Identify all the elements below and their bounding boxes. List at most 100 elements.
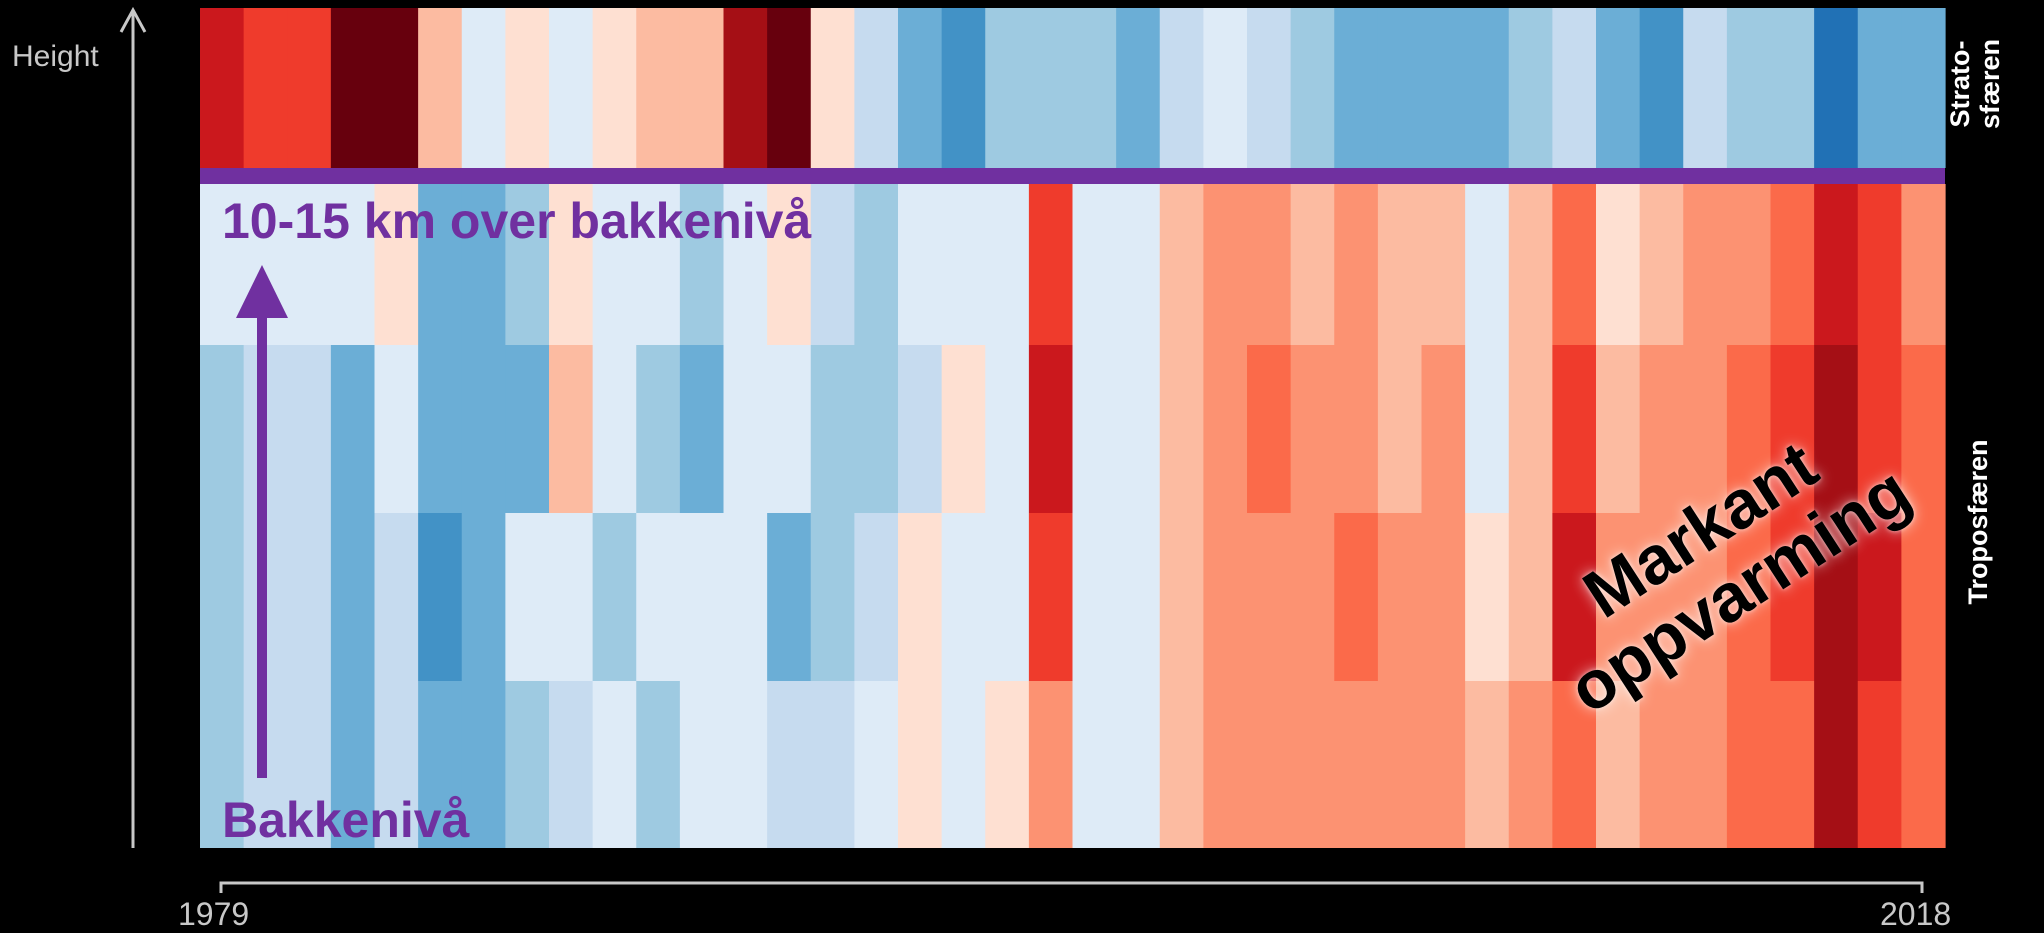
heatmap-cell-r2-c39 (1901, 345, 1946, 513)
heatmap-cell-r3-c2 (287, 513, 332, 681)
heatmap-cell-r2-c14 (810, 345, 855, 513)
heatmap-cell-r0-c39 (1901, 8, 1946, 168)
heatmap-cell-r2-c0 (200, 345, 245, 513)
heatmap-cells (200, 8, 1946, 848)
heatmap-cell-r2-c12 (723, 345, 768, 513)
heatmap-cell-r4-c32 (1596, 681, 1641, 848)
heatmap-cell-r1-c38 (1857, 184, 1902, 345)
heatmap-cell-r0-c0 (200, 8, 245, 168)
heatmap-cell-r3-c3 (330, 513, 376, 681)
heatmap-cell-r0-c24 (1247, 8, 1292, 168)
heatmap-cell-r2-c8 (549, 345, 594, 513)
heatmap-cell-r1-c2 (287, 184, 332, 345)
heatmap-cell-r2-c6 (461, 345, 506, 513)
tropopause-line (200, 168, 1945, 184)
heatmap-cell-r3-c22 (1159, 513, 1204, 681)
heatmap-cell-r2-c33 (1639, 345, 1684, 513)
heatmap-cell-r0-c17 (941, 8, 986, 168)
heatmap-cell-r4-c37 (1814, 681, 1859, 848)
heatmap-cell-r1-c12 (723, 184, 768, 345)
heatmap-cell-r3-c4 (374, 513, 419, 681)
heatmap-cell-r1-c0 (200, 184, 245, 345)
heatmap-cell-r4-c31 (1552, 681, 1597, 848)
heatmap-cell-r2-c35 (1726, 345, 1772, 513)
heatmap-cell-r1-c11 (679, 184, 725, 345)
heatmap-cell-r4-c24 (1247, 681, 1292, 848)
heatmap-cell-r2-c2 (287, 345, 332, 513)
heatmap-cell-r1-c35 (1726, 184, 1772, 345)
heatmap-cell-r2-c19 (1028, 345, 1074, 513)
heatmap-cell-r2-c30 (1508, 345, 1553, 513)
heatmap-cell-r1-c16 (898, 184, 943, 345)
heatmap-cell-r0-c29 (1465, 8, 1510, 168)
heatmap-cell-r0-c15 (854, 8, 899, 168)
heatmap-cell-r2-c17 (941, 345, 986, 513)
heatmap-cell-r3-c12 (723, 513, 768, 681)
heatmap-cell-r3-c36 (1770, 513, 1815, 681)
heatmap-cell-r2-c29 (1465, 345, 1510, 513)
heatmap-cell-r1-c10 (636, 184, 681, 345)
heatmap-cell-r2-c4 (374, 345, 419, 513)
end-year-label: 2018 (1880, 896, 1952, 932)
height-axis (119, 6, 147, 848)
heatmap-cell-r0-c25 (1290, 8, 1335, 168)
heatmap-cell-r2-c28 (1421, 345, 1466, 513)
heatmap-cell-r2-c23 (1203, 345, 1248, 513)
heatmap-cell-r1-c15 (854, 184, 899, 345)
height-axis-label: Height (12, 40, 99, 73)
heatmap-cell-r4-c25 (1290, 681, 1335, 848)
heatmap-cell-r0-c6 (461, 8, 506, 168)
ground-to-tropopause-arrow (236, 265, 288, 778)
heatmap-cell-r2-c26 (1334, 345, 1379, 513)
heatmap-cell-r2-c10 (636, 345, 681, 513)
heatmap-cell-r1-c29 (1465, 184, 1510, 345)
heatmap-cell-r4-c12 (723, 681, 768, 848)
heatmap-cell-r3-c19 (1028, 513, 1074, 681)
heatmap-cell-r1-c26 (1334, 184, 1379, 345)
heatmap-cell-r1-c3 (330, 184, 376, 345)
heatmap-cell-r1-c13 (767, 184, 812, 345)
heatmap-cell-r1-c17 (941, 184, 986, 345)
heatmap-cell-r2-c20 (1072, 345, 1117, 513)
heatmap-cell-r3-c11 (679, 513, 725, 681)
time-axis-bracket (219, 881, 1924, 893)
heatmap-cell-r0-c5 (418, 8, 463, 168)
heatmap-cell-r3-c38 (1857, 513, 1902, 681)
heatmap-cell-r3-c33 (1639, 513, 1684, 681)
heatmap-cell-r0-c38 (1857, 8, 1902, 168)
tropopause-level-label: 10-15 km over bakkenivå (222, 193, 812, 249)
heatmap-cell-r2-c5 (418, 345, 463, 513)
heatmap-cell-r0-c37 (1814, 8, 1859, 168)
heatmap-cell-r3-c26 (1334, 513, 1379, 681)
heatmap-cell-r4-c26 (1334, 681, 1379, 848)
heatmap-cell-r0-c35 (1726, 8, 1772, 168)
heatmap-cell-r3-c37 (1814, 513, 1859, 681)
heatmap-cell-r4-c28 (1421, 681, 1466, 848)
heatmap-cell-r4-c4 (374, 681, 419, 848)
heatmap-cell-r4-c10 (636, 681, 681, 848)
heatmap-cell-r3-c35 (1726, 513, 1772, 681)
heatmap-cell-r2-c31 (1552, 345, 1597, 513)
heatmap-cell-r0-c34 (1683, 8, 1728, 168)
heatmap-cell-r0-c7 (505, 8, 550, 168)
heatmap-cell-r0-c1 (243, 8, 288, 168)
heatmap-cell-r4-c6 (461, 681, 506, 848)
heatmap-cell-r1-c39 (1901, 184, 1946, 345)
heatmap-cell-r2-c32 (1596, 345, 1641, 513)
heatmap-cell-r4-c17 (941, 681, 986, 848)
heatmap-cell-r4-c2 (287, 681, 332, 848)
heatmap-cell-r0-c8 (549, 8, 594, 168)
heatmap-cell-r4-c35 (1726, 681, 1772, 848)
heatmap-cell-r4-c20 (1072, 681, 1117, 848)
heatmap-cell-r0-c11 (679, 8, 725, 168)
heatmap-cell-r4-c19 (1028, 681, 1074, 848)
heatmap-cell-r2-c7 (505, 345, 550, 513)
heatmap-cell-r4-c0 (200, 681, 245, 848)
heatmap-cell-r1-c33 (1639, 184, 1684, 345)
heatmap-cell-r0-c27 (1377, 8, 1423, 168)
heatmap-cell-r4-c13 (767, 681, 812, 848)
heatmap-cell-r1-c30 (1508, 184, 1553, 345)
heatmap-cell-r2-c27 (1377, 345, 1423, 513)
heatmap-cell-r3-c7 (505, 513, 550, 681)
heatmap-cell-r2-c16 (898, 345, 943, 513)
